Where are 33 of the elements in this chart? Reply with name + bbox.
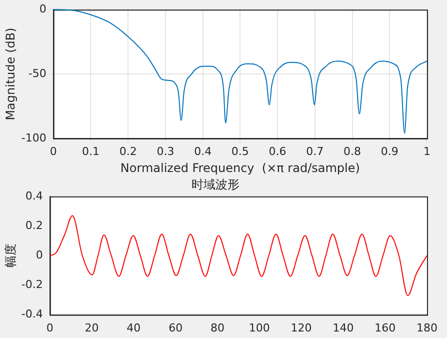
y-tick-label: 0.2 [25,218,43,232]
x-tick-label: 40 [126,321,141,334]
x-tick-label: 0 [50,144,57,158]
y-tick-label: -50 [28,66,46,80]
x-tick-label: 0.1 [82,144,100,158]
x-tick-label: 120 [290,321,312,334]
y-tick-label: -100 [21,131,46,144]
y-tick-label: -0.4 [21,308,43,321]
x-tick-label: 0.2 [119,144,137,158]
x-tick-label: 0.7 [306,144,324,158]
chart-title: 时域波形 [192,177,240,192]
x-tick-label: 0.3 [156,144,174,158]
x-tick-label: 100 [248,321,270,334]
y-tick-label: -0.2 [21,278,43,292]
x-tick-label: 160 [374,321,396,334]
y-axis-title: Magnitude (dB) [3,28,18,120]
x-tick-label: 0.5 [231,144,249,158]
x-tick-label: 60 [168,321,183,334]
x-tick-label: 1 [424,144,430,158]
x-tick-label: 140 [332,321,354,334]
y-tick-label: 0 [39,2,46,16]
y-axis-title: 幅度 [3,244,18,268]
x-tick-label: 0.4 [194,144,212,158]
x-tick-label: 0.9 [380,144,398,158]
x-axis-title: Normalized Frequency (×π rad/sample) [120,160,360,175]
x-tick-label: 20 [84,321,99,334]
y-tick-label: 0 [36,248,43,262]
x-tick-label: 80 [210,321,224,334]
x-tick-label: 0.8 [344,144,362,158]
line-series [49,215,428,296]
x-tick-label: 0.6 [268,144,286,158]
x-tick-label: 180 [416,321,438,334]
y-tick-label: 0.4 [25,189,43,202]
